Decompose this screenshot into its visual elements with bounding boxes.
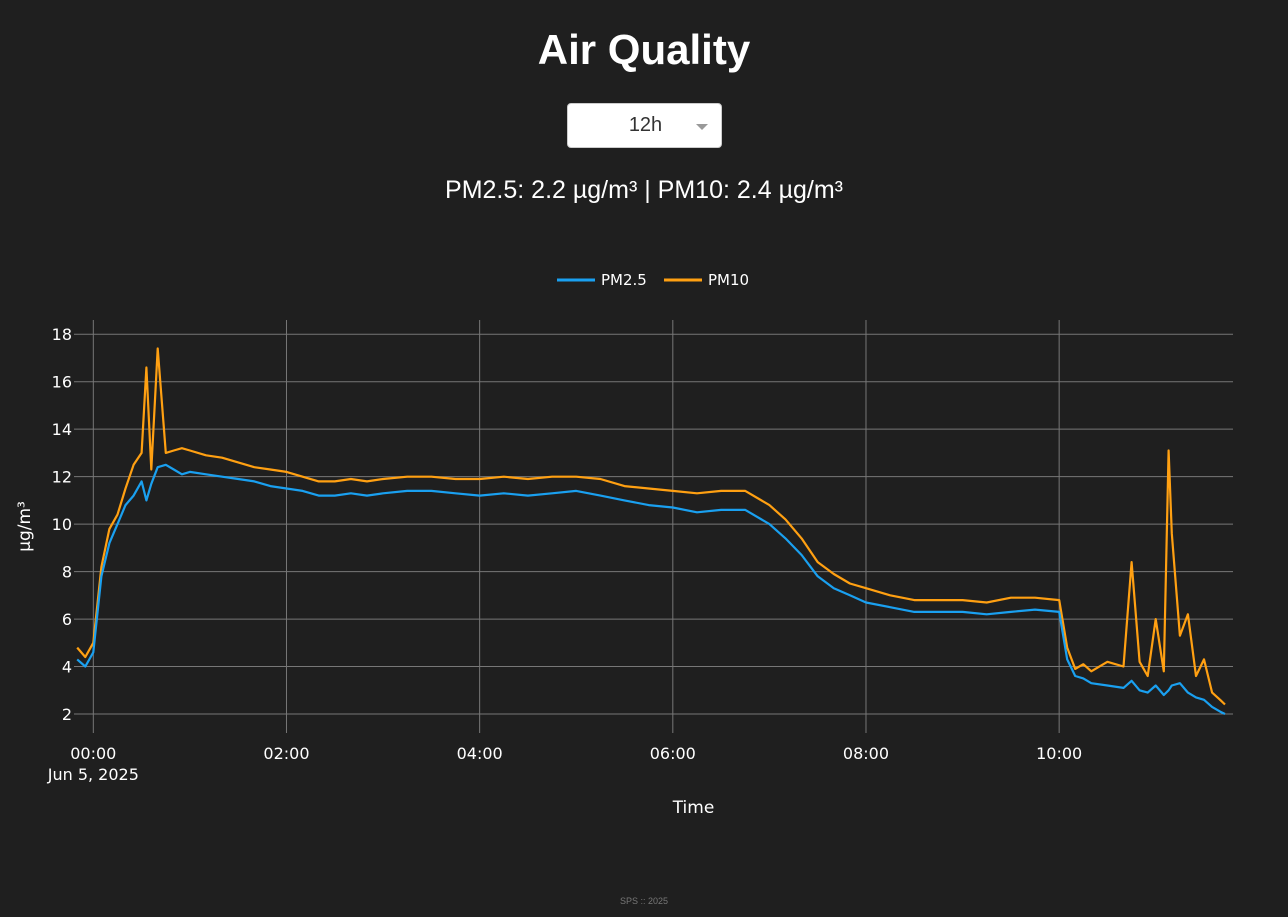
series-line-pm25 xyxy=(76,463,1226,715)
x-tick-label: 02:00 xyxy=(263,744,309,763)
legend-label: PM10 xyxy=(708,271,749,289)
y-tick-label: 4 xyxy=(62,658,72,677)
y-axis-title: µg/m³ xyxy=(15,501,35,552)
grid xyxy=(74,320,1233,733)
series-group xyxy=(76,347,1226,715)
x-tick-label: 00:00 xyxy=(70,744,116,763)
legend-label: PM2.5 xyxy=(601,271,647,289)
x-tick-label: 06:00 xyxy=(650,744,696,763)
y-tick-label: 10 xyxy=(52,515,72,534)
page-title: Air Quality xyxy=(537,26,751,73)
y-tick-label: 2 xyxy=(62,705,72,724)
y-tick-label: 8 xyxy=(62,563,72,582)
time-range-select[interactable]: 12h xyxy=(567,103,722,148)
y-tick-label: 6 xyxy=(62,610,72,629)
x-axis-title: Time xyxy=(672,798,715,818)
legend-item-pm25[interactable]: PM2.5 xyxy=(557,271,647,289)
footer: SPS :: 2025 xyxy=(619,896,669,906)
axes: 2 4 6 8 10 12 14 16 18 00:00 Jun 5, 2025 02:00 04:00… xyxy=(47,325,1082,784)
y-tick-label: 12 xyxy=(52,468,72,487)
x-tick-label: 08:00 xyxy=(843,744,889,763)
legend-item-pm10[interactable]: PM10 xyxy=(664,271,749,289)
y-tick-label: 16 xyxy=(52,373,72,392)
y-tick-label: 14 xyxy=(52,420,72,439)
x-tick-label: 04:00 xyxy=(457,744,503,763)
y-tick-label: 18 xyxy=(52,325,72,344)
chevron-down-icon xyxy=(696,124,708,130)
time-range-value: 12h xyxy=(628,114,663,136)
x-tick-label: 10:00 xyxy=(1036,744,1082,763)
series-line-pm10 xyxy=(76,347,1226,706)
x-tick-sublabel: Jun 5, 2025 xyxy=(47,765,139,784)
legend[interactable]: PM2.5 PM10 xyxy=(557,271,749,289)
current-reading: PM2.5: 2.2 µg/m³ | PM10: 2.4 µg/m³ xyxy=(445,176,843,204)
air-quality-chart: 2 4 6 8 10 12 14 16 18 00:00 Jun 5, 2025 02:00 04:00… xyxy=(15,271,1233,818)
